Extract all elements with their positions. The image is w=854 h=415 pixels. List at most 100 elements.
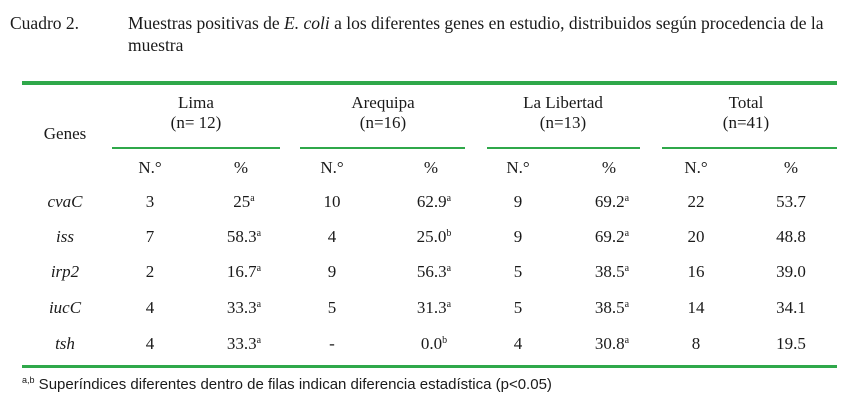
genes-header: Genes <box>43 124 87 143</box>
table-cell: 38.5a <box>577 262 647 282</box>
cell-value: 48.8 <box>776 227 806 246</box>
table-cell: 2 <box>115 262 185 282</box>
cell-value: 16.7 <box>226 262 257 281</box>
caption-text-end: a los diferentes genes en estudio, distr… <box>128 13 824 55</box>
cell-value: 38.5 <box>594 262 625 281</box>
table-cell: 4 <box>297 227 367 247</box>
table-cell: 4 <box>115 334 185 354</box>
table-cell: 30.8a <box>577 334 647 354</box>
cell-value: 16 <box>687 262 705 281</box>
table-cell: 69.2a <box>577 192 647 212</box>
cell-superscript: a <box>256 228 262 239</box>
table-cell: 0.0b <box>399 334 469 354</box>
cell-value: 2 <box>145 262 155 281</box>
gene-name: iss <box>56 227 74 246</box>
table-cell: 62.9a <box>399 192 469 212</box>
cell-value: 62.9 <box>416 192 447 211</box>
cell-value: 58.3 <box>226 227 257 246</box>
cell-superscript: a <box>256 263 262 274</box>
cell-value: 25.0 <box>416 227 447 246</box>
cell-value: 22 <box>687 192 705 211</box>
cell-value: 8 <box>691 334 701 353</box>
footnote-marks: a,b <box>22 375 35 385</box>
table-top-rule <box>22 81 837 85</box>
cell-value: 10 <box>323 192 341 211</box>
cell-value: 4 <box>513 334 523 353</box>
table-cell: 5 <box>483 262 553 282</box>
table-cell: 5 <box>483 298 553 318</box>
table-cell: 22 <box>661 192 731 212</box>
cell-superscript: a <box>624 335 630 346</box>
cell-value: 25 <box>233 192 251 211</box>
table-cell: 9 <box>483 227 553 247</box>
table-cell: 9 <box>297 262 367 282</box>
group-name: Total <box>728 93 764 112</box>
table-cell: 3 <box>115 192 185 212</box>
table-cell: 10 <box>297 192 367 212</box>
cell-superscript: a <box>624 263 630 274</box>
cell-value: 33.3 <box>226 298 257 317</box>
cell-value: 3 <box>145 192 155 211</box>
cell-value: 4 <box>145 334 155 353</box>
cell-superscript: a <box>446 263 452 274</box>
caption-text-start: Muestras positivas de <box>128 13 285 33</box>
cell-value: 7 <box>145 227 155 246</box>
cell-value: 14 <box>687 298 705 317</box>
cell-value: 30.8 <box>594 334 625 353</box>
cell-superscript: b <box>442 335 448 346</box>
table-cell: 69.2a <box>577 227 647 247</box>
table-cell: 53.7 <box>756 192 826 212</box>
table-cell: 5 <box>297 298 367 318</box>
column-subheader: % <box>601 158 617 177</box>
cell-value: 69.2 <box>594 227 625 246</box>
table-cell: 19.5 <box>756 334 826 354</box>
group-count: (n= 12) <box>170 113 222 132</box>
cell-superscript: a <box>446 299 452 310</box>
group-count: (n=13) <box>539 113 587 132</box>
table-cell: 25a <box>209 192 279 212</box>
gene-name: cvaC <box>47 192 83 211</box>
cell-superscript: a <box>624 228 630 239</box>
table-cell: - <box>297 334 367 354</box>
column-subheader: N.° <box>506 158 530 177</box>
cell-value: 56.3 <box>416 262 447 281</box>
caption-organism: E. coli <box>284 13 330 33</box>
cell-superscript: a <box>256 299 262 310</box>
table-cell: 16.7a <box>209 262 279 282</box>
cell-superscript: a <box>624 299 630 310</box>
table-cell: 39.0 <box>756 262 826 282</box>
cell-superscript: a <box>446 193 452 204</box>
footnote-text: Superíndices diferentes dentro de filas … <box>34 376 552 393</box>
cell-value: 4 <box>145 298 155 317</box>
table-cell: 7 <box>115 227 185 247</box>
column-subheader: N.° <box>320 158 344 177</box>
caption-label: Cuadro 2. <box>10 13 80 33</box>
cell-value: 5 <box>513 298 523 317</box>
cell-value: 69.2 <box>594 192 625 211</box>
cell-value: 19.5 <box>776 334 806 353</box>
table-cell: 14 <box>661 298 731 318</box>
table-cell: 56.3a <box>399 262 469 282</box>
group-count: (n=41) <box>722 113 770 132</box>
cell-superscript: a <box>624 193 630 204</box>
column-subheader: % <box>783 158 799 177</box>
column-subheader: % <box>423 158 439 177</box>
group-underline <box>112 147 280 149</box>
cell-value: 53.7 <box>776 192 806 211</box>
table-cell: 25.0b <box>399 227 469 247</box>
cell-value: 9 <box>513 192 523 211</box>
caption-text: Muestras positivas de E. coli a los dife… <box>128 12 853 56</box>
table-cell: 8 <box>661 334 731 354</box>
group-underline <box>487 147 640 149</box>
group-underline <box>300 147 465 149</box>
table-cell: 20 <box>661 227 731 247</box>
cell-superscript: a <box>256 335 262 346</box>
table-cell: 33.3a <box>209 298 279 318</box>
cell-value: 33.3 <box>226 334 257 353</box>
group-count: (n=16) <box>359 113 407 132</box>
table-cell: 48.8 <box>756 227 826 247</box>
table-bottom-rule <box>22 365 837 368</box>
cell-superscript: b <box>446 228 452 239</box>
table-cell: 4 <box>483 334 553 354</box>
table-footnote: a,b Superíndices diferentes dentro de fi… <box>22 376 552 394</box>
